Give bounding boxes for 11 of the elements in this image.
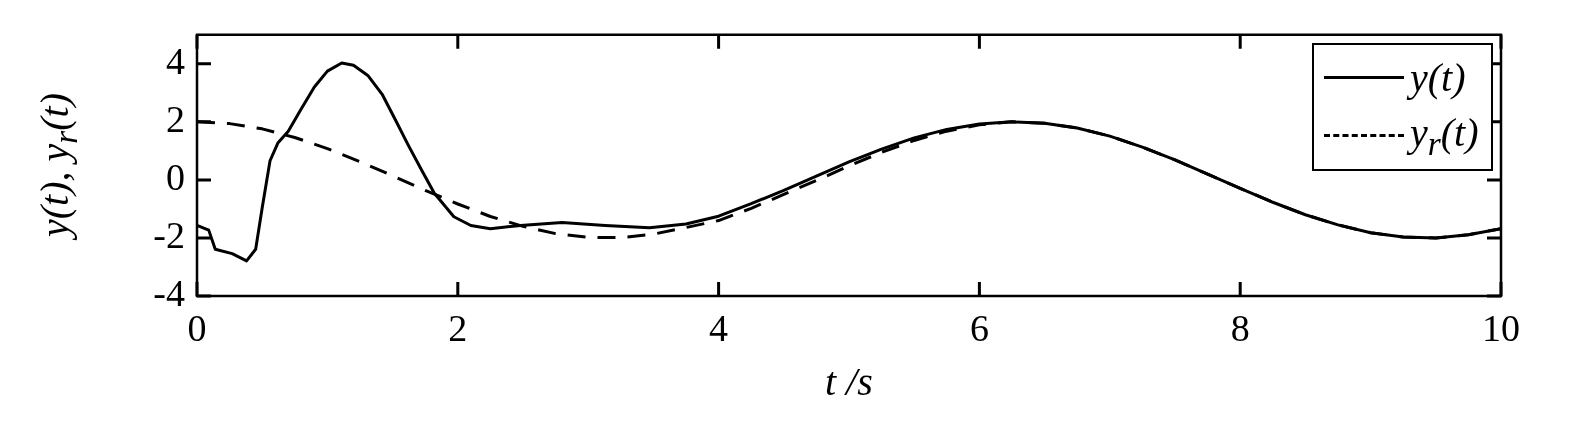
x-tick-label: 10 [1482, 306, 1520, 349]
y-tick-label: 0 [166, 155, 185, 198]
y-tick-label: -2 [153, 213, 185, 256]
x-axis-title: t /s [825, 358, 873, 405]
x-tick-label: 8 [1230, 306, 1250, 349]
y-tick-label: 2 [166, 97, 185, 140]
y-tick-label: -4 [153, 271, 185, 314]
x-tick-label: 2 [448, 306, 468, 349]
x-tick-label: 4 [709, 306, 729, 349]
x-tick-label: 6 [969, 306, 989, 349]
y-tick-label: 4 [166, 39, 185, 82]
